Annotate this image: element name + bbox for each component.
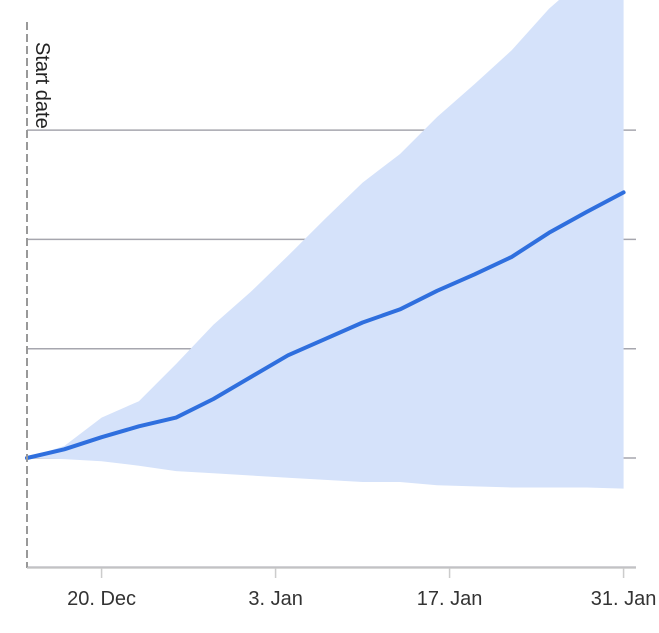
x-tick-label: 20. Dec [67, 588, 136, 610]
x-axis: 20. Dec 3. Jan 17. Jan 31. Jan [67, 568, 656, 610]
series-line [25, 190, 626, 460]
x-tick-label: 17. Jan [417, 588, 483, 610]
series-range-area [27, 0, 624, 489]
x-tick-label: 31. Jan [591, 588, 657, 610]
start-date-label: Start date [31, 42, 53, 129]
x-tick-label: 3. Jan [248, 588, 302, 610]
